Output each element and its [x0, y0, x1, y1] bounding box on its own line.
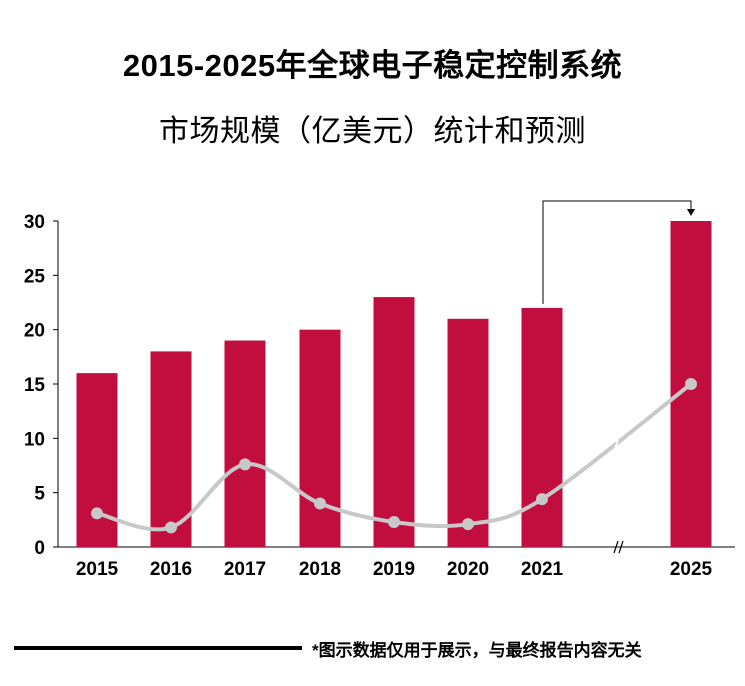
y-tick-label: 0: [34, 538, 45, 559]
x-tick-label: 2025: [670, 559, 713, 580]
x-tick-label: 2018: [299, 559, 341, 580]
x-tick-label: 2017: [224, 559, 266, 580]
x-tick-label: 2015: [76, 559, 119, 580]
y-tick-label: 20: [24, 321, 45, 342]
y-tick-label: 30: [24, 212, 45, 233]
trend-line: [96, 382, 693, 532]
bar-2019: [373, 297, 415, 547]
arrow-head-icon: [687, 209, 695, 216]
bar-2020: [447, 318, 489, 547]
trend-point-2021: [536, 493, 548, 506]
line-break-icon: [613, 439, 624, 456]
bar-2017: [224, 340, 266, 547]
trend-point-2018: [314, 497, 326, 510]
footer-divider: [14, 646, 302, 650]
chart-title-line1: 2015-2025年全球电子稳定控制系统: [122, 48, 623, 83]
annotation-arrow-line: [542, 200, 692, 304]
footnote: *图示数据仅用于展示，与最终报告内容无关: [312, 641, 642, 660]
y-tick-label: 25: [24, 266, 46, 287]
chart-title-line2: 市场规模（亿美元）统计和预测: [159, 114, 586, 149]
bar-2018: [299, 329, 341, 547]
trend-point-2020: [462, 518, 474, 531]
x-tick-label: 2019: [373, 559, 415, 580]
bar-2016: [150, 351, 192, 547]
axis-break-icon: [613, 540, 624, 554]
trend-point-2015: [91, 507, 103, 520]
y-tick-label: 15: [24, 375, 46, 396]
trend-point-2016: [165, 521, 177, 534]
y-tick-label: 10: [24, 429, 45, 450]
x-tick-label: 2021: [521, 559, 564, 580]
bar-2015: [76, 373, 118, 547]
trend-point-2019: [388, 516, 400, 529]
trend-point-2025: [685, 378, 697, 390]
x-tick-label: 2020: [447, 559, 489, 580]
y-tick-label: 5: [34, 484, 45, 505]
bar-2021: [521, 307, 563, 547]
trend-point-2017: [239, 458, 251, 471]
x-tick-label: 2016: [150, 559, 192, 580]
